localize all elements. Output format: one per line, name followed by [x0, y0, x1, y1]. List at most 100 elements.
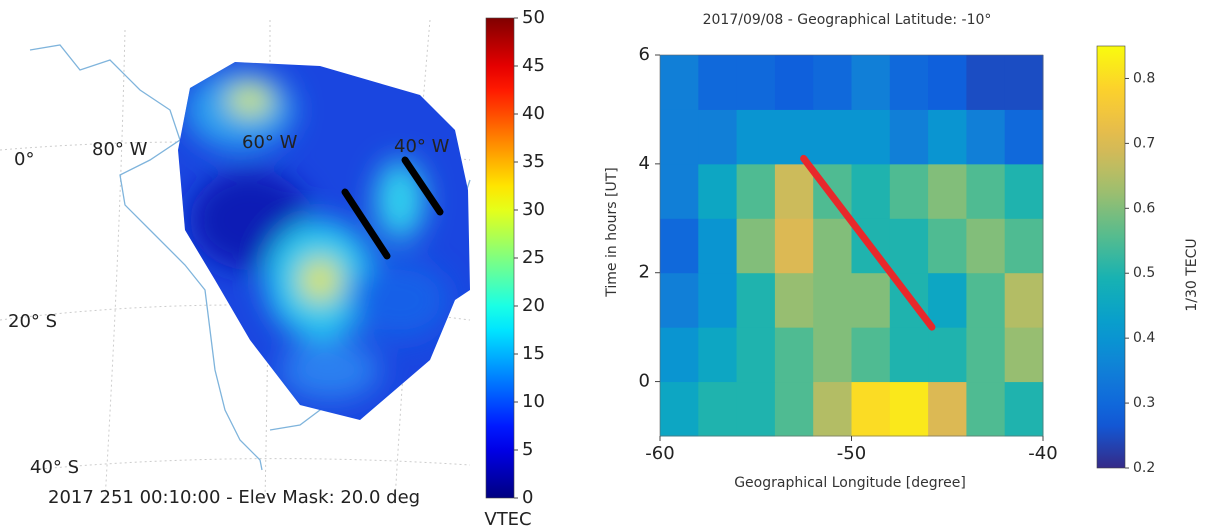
- heat-cell: [813, 272, 852, 328]
- colorbar-tick-label: 0.2: [1133, 460, 1155, 476]
- colorbar-tick-label: 40: [522, 103, 545, 124]
- heat-cell: [813, 109, 852, 165]
- heat-cell: [698, 327, 738, 383]
- y-tick-label: 4: [639, 153, 650, 174]
- colorbar-label: 1/30 TECU: [1184, 238, 1200, 311]
- y-axis-label: Time in hours [UT]: [604, 167, 620, 297]
- heat-cell: [928, 55, 967, 110]
- heat-cell: [889, 218, 929, 274]
- y-tick-label: 2: [639, 262, 650, 283]
- heat-cell: [966, 109, 1006, 165]
- heat-cell: [889, 327, 929, 383]
- colorbar-tick-label: 30: [522, 199, 545, 220]
- heat-cell: [774, 55, 814, 110]
- colorbar-tick-label: 15: [522, 343, 545, 364]
- colorbar-tick-label: 45: [522, 55, 545, 76]
- heat-cell: [928, 109, 967, 165]
- heat-cell: [1004, 272, 1044, 328]
- heat-cell: [660, 55, 699, 110]
- heat-cell: [889, 163, 929, 219]
- heat-cell: [851, 163, 891, 219]
- heat-cell: [813, 327, 852, 383]
- heat-cell: [660, 381, 699, 437]
- heat-cell: [1004, 163, 1044, 219]
- heat-cell: [698, 55, 738, 110]
- heat-cell: [966, 55, 1006, 110]
- colorbar-tick-label: 5: [522, 439, 533, 460]
- chart-title: 2017/09/08 - Geographical Latitude: -10°: [703, 12, 992, 28]
- heat-cell: [698, 163, 738, 219]
- heat-cell: [851, 109, 891, 165]
- colorbar-label: VTEC: [484, 509, 531, 530]
- heat-cell: [774, 163, 814, 219]
- heat-cell: [660, 272, 699, 328]
- heat-cell: [928, 163, 967, 219]
- y-tick-label: 6: [639, 44, 650, 65]
- heat-cell: [966, 272, 1006, 328]
- heat-cell: [774, 381, 814, 437]
- heat-cell: [698, 109, 738, 165]
- heat-cell: [928, 218, 967, 274]
- heat-cell: [813, 55, 852, 110]
- heat-cell: [736, 272, 776, 328]
- heat-cell: [889, 381, 929, 437]
- heat-cell: [1004, 327, 1044, 383]
- colorbar-tick-label: 10: [522, 391, 545, 412]
- heat-cell: [1004, 55, 1044, 110]
- heat-cell: [966, 218, 1006, 274]
- colorbar-tick-label: 0.4: [1133, 330, 1155, 346]
- heat-cell: [698, 381, 738, 437]
- heat-cell: [736, 327, 776, 383]
- heat-cell: [736, 381, 776, 437]
- heat-cell: [774, 327, 814, 383]
- heat-cell: [736, 55, 776, 110]
- track-line: [800, 154, 936, 331]
- heat-cell: [851, 272, 891, 328]
- heat-cell: [660, 109, 699, 165]
- heat-cell: [698, 272, 738, 328]
- colorbar-tick-label: 50: [522, 7, 545, 28]
- x-axis-label: Geographical Longitude [degree]: [734, 475, 966, 491]
- x-tick-label: -50: [837, 443, 866, 464]
- map-label: 60° W: [242, 132, 298, 153]
- heat-cell: [966, 327, 1006, 383]
- colorbar-tick-label: 0.6: [1133, 200, 1155, 216]
- caption: 2017 251 00:10:00 - Elev Mask: 20.0 deg: [48, 487, 420, 508]
- heat-cell: [966, 381, 1006, 437]
- heat-cell: [736, 218, 776, 274]
- map-label: 40° S: [30, 457, 79, 478]
- heat-cell: [928, 327, 967, 383]
- heat-cell: [889, 109, 929, 165]
- heat-cell: [736, 163, 776, 219]
- heat-cell: [1004, 381, 1044, 437]
- colorbar-tick-label: 0.5: [1133, 265, 1155, 281]
- heat-cell: [1004, 109, 1044, 165]
- map-label: 0°: [14, 149, 34, 170]
- heat-cell: [660, 218, 699, 274]
- colorbar-tick-label: 0.8: [1133, 70, 1155, 86]
- receiver-tracks: [341, 156, 444, 260]
- colorbar-tick-label: 35: [522, 151, 545, 172]
- colorbar-tick-label: 0.7: [1133, 135, 1155, 151]
- heat-cell: [774, 218, 814, 274]
- x-tick-label: -40: [1028, 443, 1057, 464]
- heat-cell: [889, 55, 929, 110]
- heat-cell: [851, 55, 891, 110]
- colorbar-tick-label: 0: [522, 487, 533, 508]
- map-label: 40° W: [394, 136, 450, 157]
- heat-cell: [774, 109, 814, 165]
- x-tick-label: -60: [645, 443, 674, 464]
- colorbar: [485, 17, 515, 499]
- map-label: 80° W: [92, 139, 148, 160]
- heat-cell: [813, 218, 852, 274]
- heat-cell: [851, 381, 891, 437]
- heat-cell: [928, 272, 967, 328]
- colorbar-tick-label: 0.3: [1133, 395, 1155, 411]
- heat-cell: [660, 163, 699, 219]
- heat-cell: [851, 327, 891, 383]
- heat-cell: [660, 327, 699, 383]
- heat-cell: [813, 381, 852, 437]
- y-tick-label: 0: [639, 371, 650, 392]
